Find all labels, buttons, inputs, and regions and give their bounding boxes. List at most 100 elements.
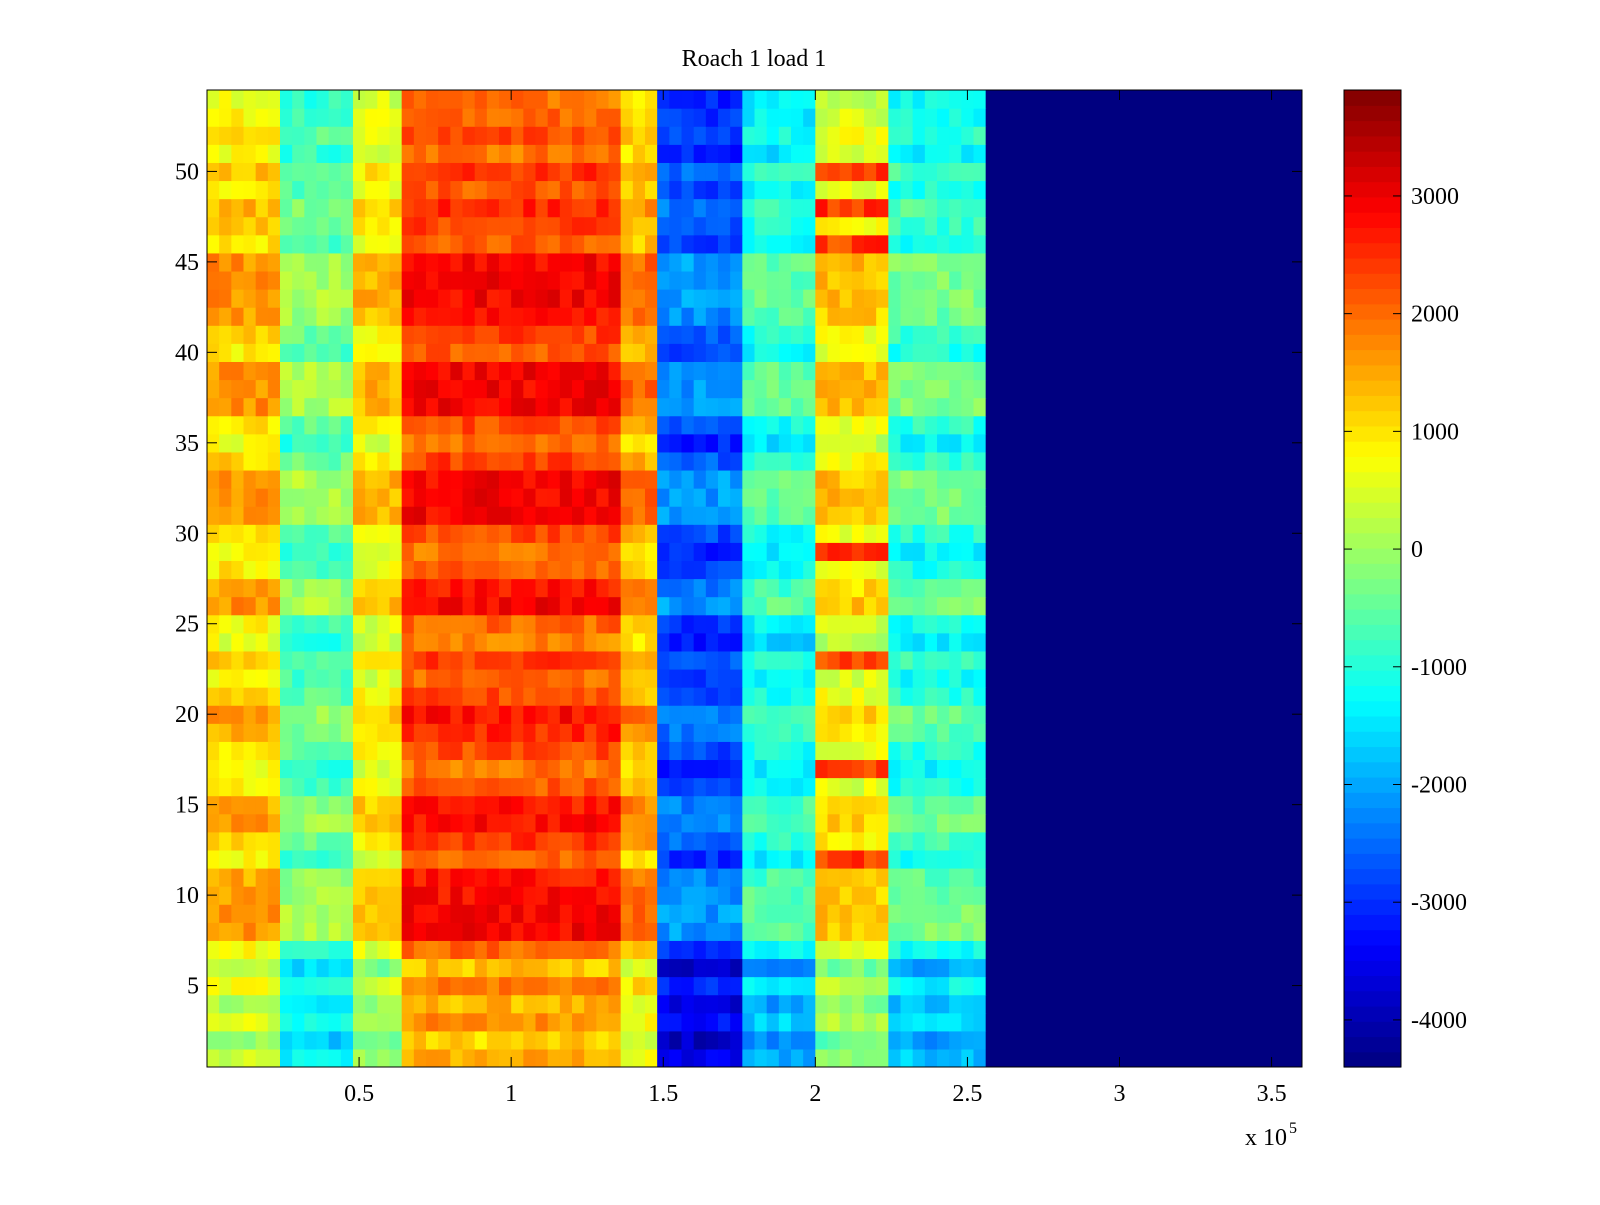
heatmap-cell [998,687,1011,706]
heatmap-cell [1132,506,1145,525]
heatmap-cell [402,759,415,778]
heatmap-cell [949,560,962,579]
heatmap-cell [645,217,658,236]
heatmap-cell [377,524,390,543]
heatmap-cell [536,398,549,417]
heatmap-cell [280,940,293,959]
heatmap-cell [244,633,257,652]
heatmap-cell [317,379,330,398]
heatmap-cell [390,542,403,561]
heatmap-cell [1193,199,1206,218]
heatmap-cell [268,343,281,362]
heatmap-cell [1290,307,1303,326]
heatmap-cell [852,126,865,145]
heatmap-cell [1180,832,1193,851]
heatmap-cell [803,253,816,272]
heatmap-cell [584,759,597,778]
heatmap-cell [974,398,987,417]
heatmap-cell [402,977,415,996]
heatmap-cell [694,361,707,380]
heatmap-cell [1071,542,1084,561]
heatmap-cell [1156,524,1169,543]
heatmap-cell [694,814,707,833]
heatmap-cell [426,524,439,543]
heatmap-cell [560,108,573,127]
heatmap-cell [888,995,901,1014]
colorbar-step [1344,304,1401,320]
heatmap-cell [828,361,841,380]
heatmap-cell [876,108,889,127]
heatmap-cell [536,669,549,688]
heatmap-cell [998,723,1011,742]
heatmap-cell [840,868,853,887]
heatmap-cell [779,488,792,507]
heatmap-cell [560,814,573,833]
heatmap-cell [1144,235,1157,254]
heatmap-cell [499,633,512,652]
heatmap-cell [779,705,792,724]
heatmap-cell [767,741,780,760]
heatmap-cell [1266,542,1279,561]
heatmap-cell [256,759,269,778]
heatmap-cell [645,796,658,815]
heatmap-cell [961,1013,974,1032]
heatmap-cell [706,705,719,724]
heatmap-cell [791,886,804,905]
heatmap-cell [925,723,938,742]
heatmap-cell [1229,560,1242,579]
heatmap-cell [986,325,999,344]
heatmap-cell [1059,904,1072,923]
heatmap-cell [1144,379,1157,398]
heatmap-cell [840,325,853,344]
heatmap-cell [207,904,220,923]
heatmap-cell [499,977,512,996]
heatmap-cell [596,217,609,236]
heatmap-cell [256,1049,269,1068]
heatmap-cell [414,199,427,218]
heatmap-cell [1083,307,1096,326]
heatmap-cell [560,832,573,851]
heatmap-cell [377,741,390,760]
heatmap-cell [487,977,500,996]
heatmap-cell [852,199,865,218]
heatmap-cell [803,542,816,561]
heatmap-cell [402,868,415,887]
heatmap-cell [1010,977,1023,996]
heatmap-cell [1144,90,1157,109]
heatmap-cell [1278,723,1291,742]
heatmap-cell [256,343,269,362]
heatmap-cell [974,488,987,507]
heatmap-cell [1034,162,1047,181]
heatmap-cell [925,398,938,417]
heatmap-cell [1083,542,1096,561]
heatmap-cell [414,669,427,688]
heatmap-cell [292,379,305,398]
heatmap-cell [584,162,597,181]
heatmap-cell [1083,434,1096,453]
heatmap-cell [1022,108,1035,127]
heatmap-cell [572,470,585,489]
heatmap-cell [268,850,281,869]
heatmap-cell [317,759,330,778]
heatmap-cell [828,741,841,760]
heatmap-cell [560,416,573,435]
heatmap-cell [377,108,390,127]
heatmap-cell [974,940,987,959]
heatmap-cell [1034,832,1047,851]
heatmap-cell [292,253,305,272]
heatmap-cell [803,977,816,996]
heatmap-cell [1205,180,1218,199]
heatmap-cell [1047,542,1060,561]
heatmap-cell [633,379,646,398]
heatmap-cell [852,1013,865,1032]
heatmap-cell [499,741,512,760]
heatmap-cell [1132,253,1145,272]
heatmap-cell [1156,778,1169,797]
heatmap-cell [1241,741,1254,760]
heatmap-cell [1193,687,1206,706]
heatmap-cell [426,108,439,127]
heatmap-cell [949,669,962,688]
heatmap-cell [913,995,926,1014]
heatmap-cell [1083,868,1096,887]
heatmap-cell [1266,741,1279,760]
